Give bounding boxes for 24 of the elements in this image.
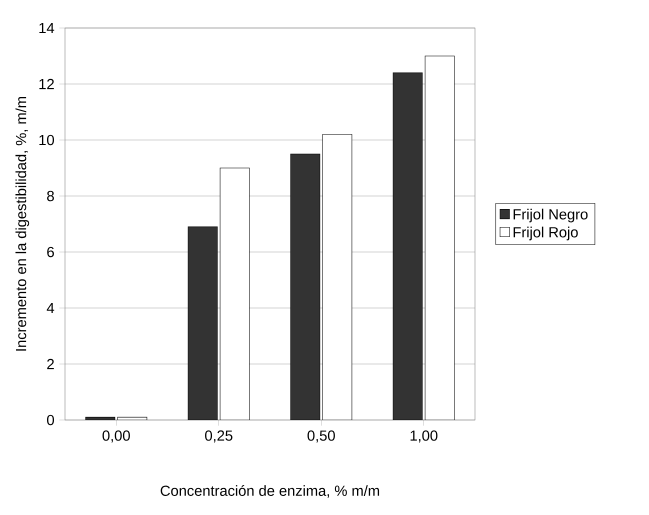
bar xyxy=(85,416,116,420)
y-tick-label: 6 xyxy=(47,246,54,258)
bar xyxy=(392,72,423,420)
y-tick-label: 2 xyxy=(47,358,54,370)
y-tick-label: 4 xyxy=(46,302,54,314)
bar xyxy=(322,134,352,420)
x-axis-title: Concentración de enzima, % m/m xyxy=(160,485,380,498)
legend-label: Frijol Rojo xyxy=(514,226,578,240)
y-tick-label: 0 xyxy=(47,414,54,426)
y-tick-label: 14 xyxy=(39,22,54,34)
y-tick-label: 10 xyxy=(39,134,54,146)
y-axis-title: Incremento en la digestibilidad, %, m/m xyxy=(15,97,30,351)
bar xyxy=(290,154,320,420)
y-tick-label: 8 xyxy=(47,190,54,202)
x-tick-label: 0,50 xyxy=(308,430,335,443)
bar xyxy=(424,56,455,420)
bar xyxy=(117,416,148,420)
legend-label: Frijol Negro xyxy=(514,208,588,222)
bar xyxy=(188,226,218,420)
bar xyxy=(220,168,250,420)
x-tick-label: 0,00 xyxy=(102,430,130,443)
y-tick-label: 12 xyxy=(39,78,54,90)
x-tick-label: 0,25 xyxy=(205,430,232,443)
x-tick-label: 1,00 xyxy=(410,430,438,443)
